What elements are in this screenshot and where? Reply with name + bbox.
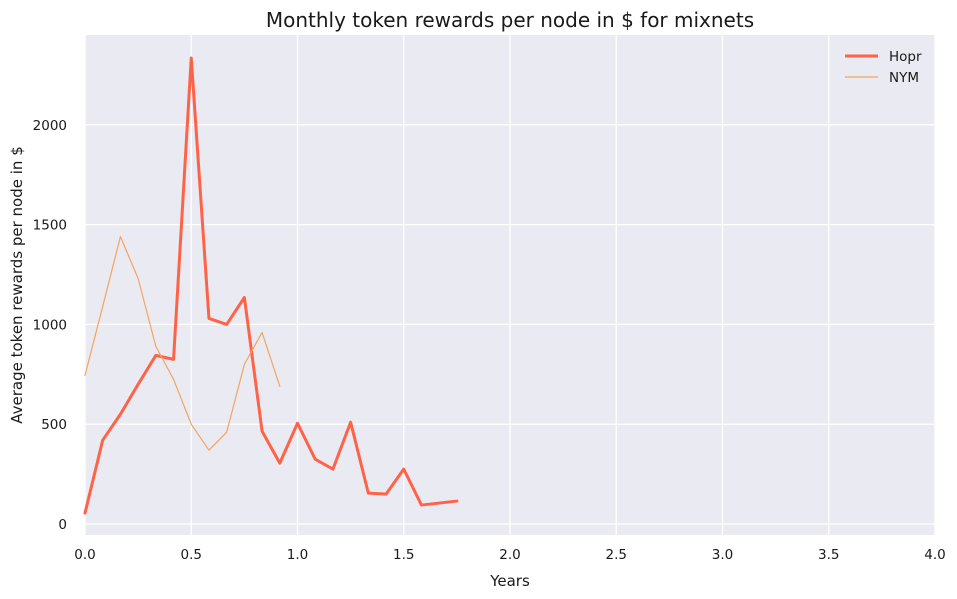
y-axis-label: Average token rewards per node in $	[8, 146, 26, 424]
y-tick-label: 500	[41, 417, 67, 433]
x-tick-label: 0.0	[74, 547, 95, 563]
grid-lines	[84, 35, 936, 535]
chart-title: Monthly token rewards per node in $ for …	[266, 8, 754, 32]
legend: Hopr NYM	[845, 49, 922, 86]
y-tick-label: 2000	[33, 118, 67, 134]
x-axis-label: Years	[489, 572, 530, 590]
x-tick-label: 2.5	[606, 547, 627, 563]
x-tick-label: 4.0	[924, 547, 945, 563]
x-tick-label: 0.5	[181, 547, 202, 563]
series-group	[83, 56, 459, 515]
y-tick-label: 1000	[33, 317, 67, 333]
series-line-hopr	[83, 56, 459, 515]
x-tick-label: 3.5	[818, 547, 839, 563]
legend-label-hopr: Hopr	[889, 49, 922, 65]
legend-label-nym: NYM	[889, 70, 919, 86]
x-tick-label: 1.5	[393, 547, 414, 563]
x-tick-labels: 0.0 0.5 1.0 1.5 2.0 2.5 3.0 3.5 4.0	[74, 547, 945, 563]
y-tick-label: 1500	[33, 218, 67, 234]
x-tick-label: 1.0	[287, 547, 308, 563]
y-tick-label: 0	[58, 517, 67, 533]
x-tick-label: 2.0	[499, 547, 520, 563]
y-tick-labels: 0 500 1000 1500 2000	[33, 118, 67, 533]
series-line-nym	[84, 236, 281, 451]
x-tick-label: 3.0	[712, 547, 733, 563]
